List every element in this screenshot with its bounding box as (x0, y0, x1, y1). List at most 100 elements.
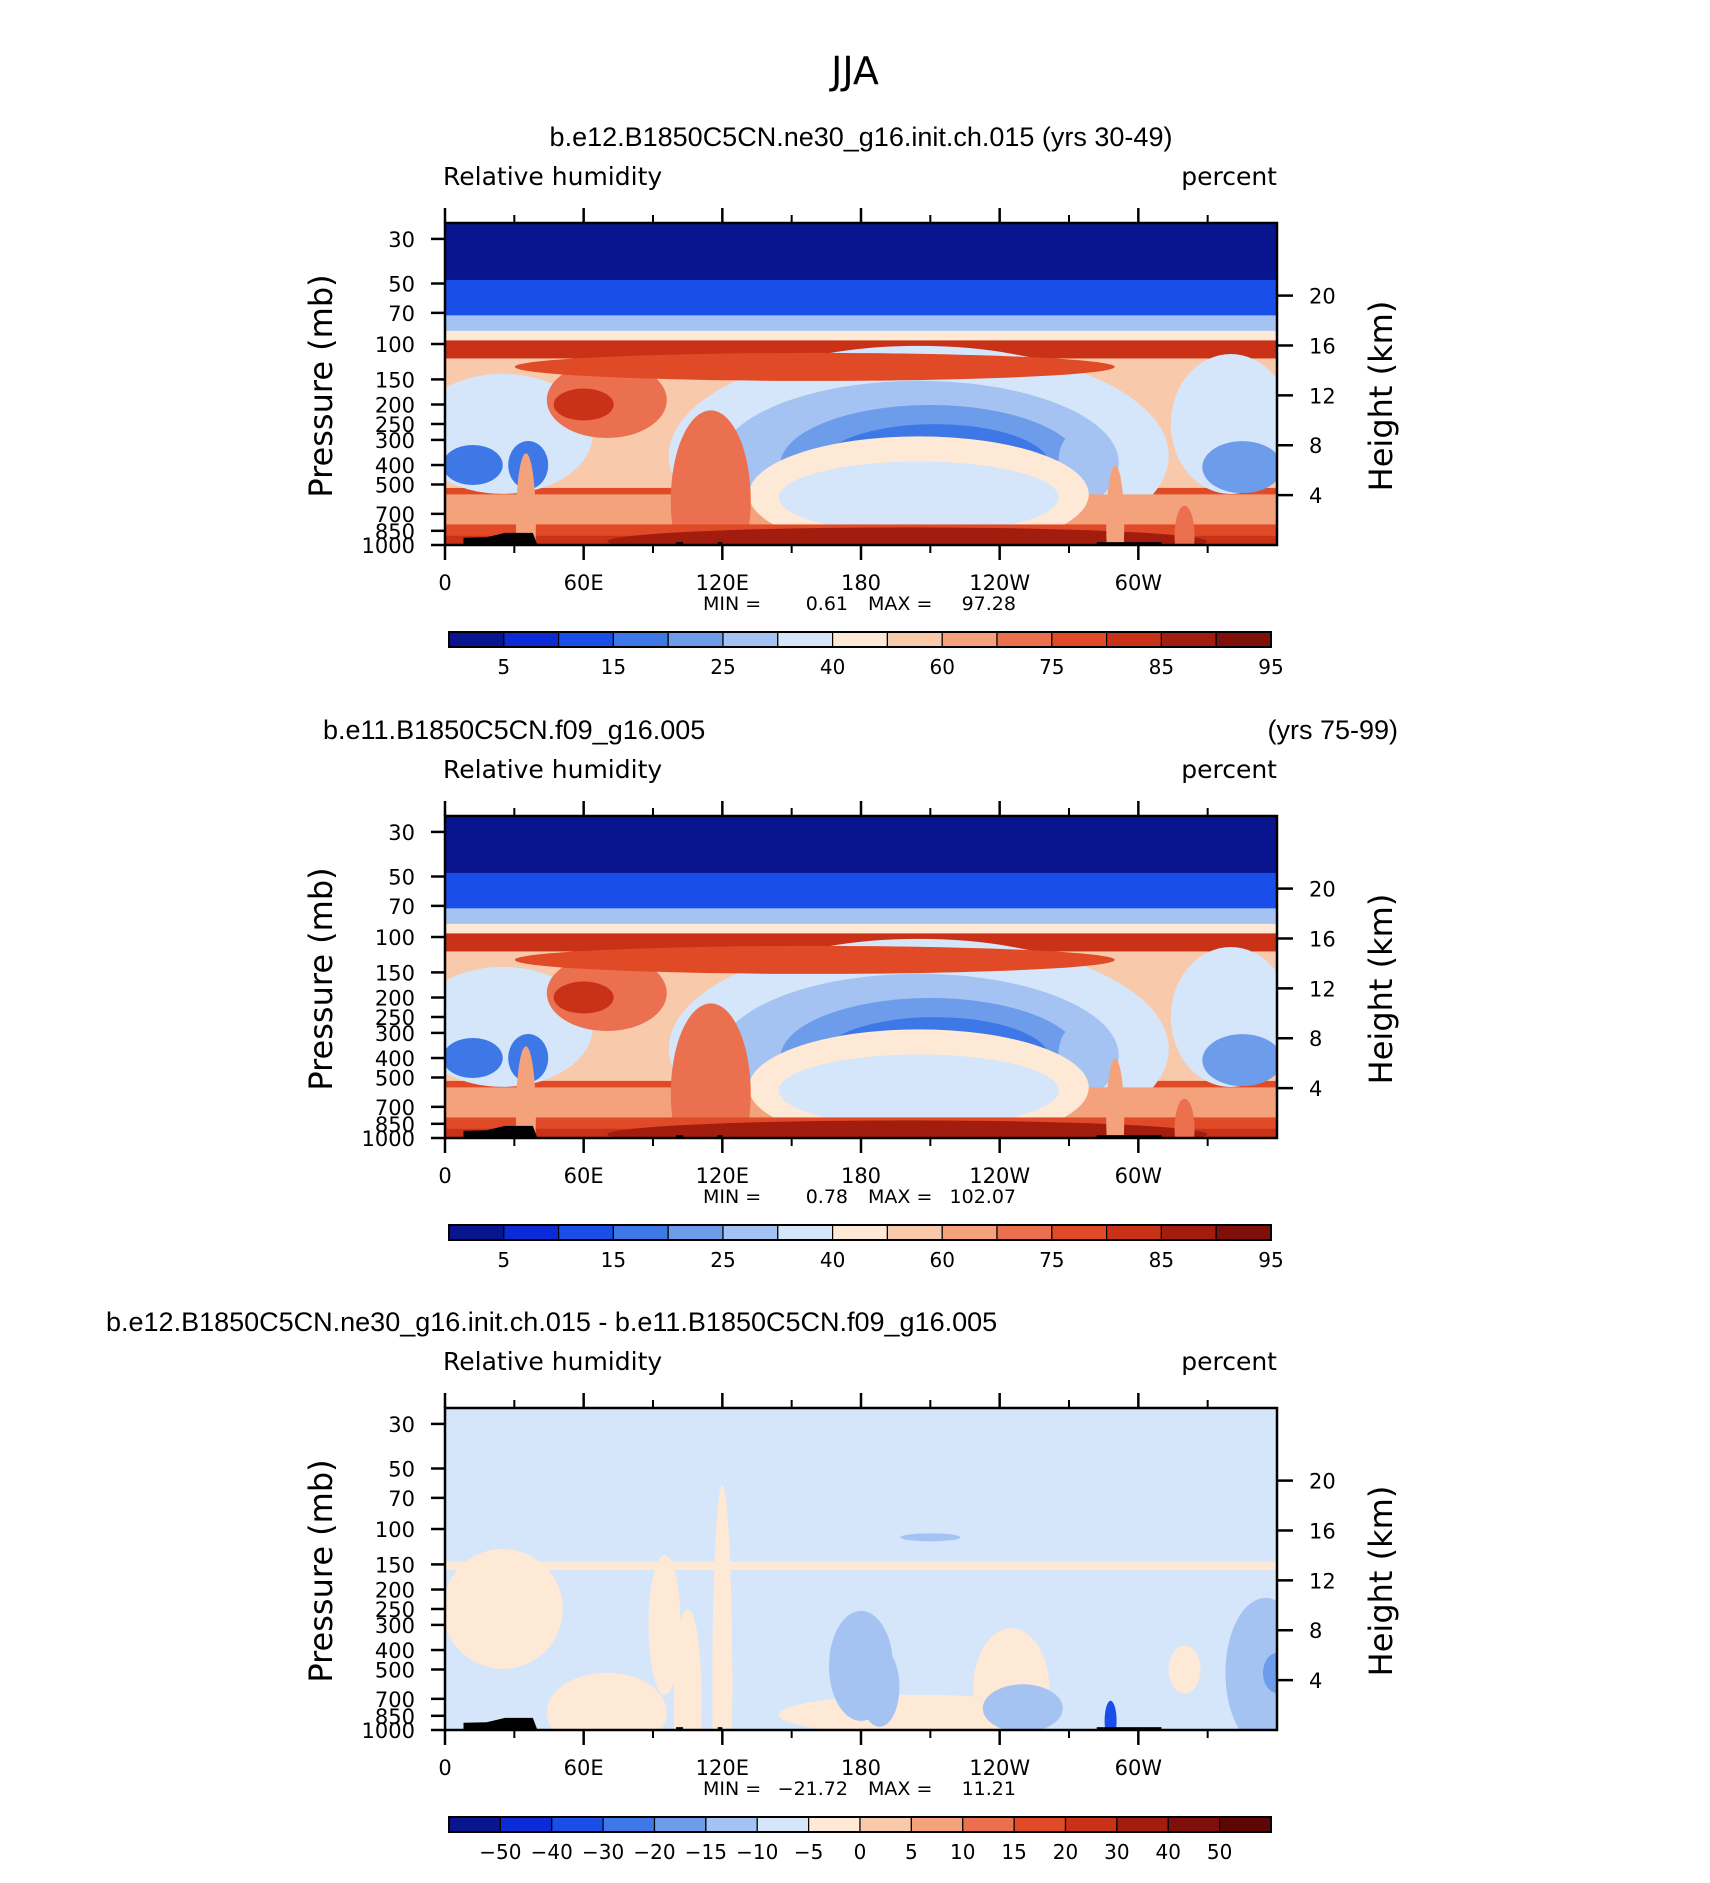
y-tick-label: 250 (375, 1006, 415, 1030)
contour-region (670, 1003, 751, 1138)
y-tick-label: 150 (375, 961, 415, 985)
y-tick-label: 1000 (362, 1719, 415, 1743)
y-tick-label: 500 (375, 1066, 415, 1090)
contour-region (515, 1046, 536, 1138)
y-tick-label: 400 (375, 454, 415, 478)
panel-title: b.e12.B1850C5CN.ne30_g16.init.ch.015 - b… (106, 1307, 997, 1337)
contour-region (778, 1054, 1059, 1127)
topography-mask (676, 1727, 684, 1730)
colorbar-label: 15 (1001, 1840, 1026, 1864)
colorbar-swatch (1051, 631, 1108, 648)
y-right-tick-label: 12 (1309, 384, 1336, 408)
colorbar-swatch (996, 1224, 1053, 1241)
y-tick-label: 250 (375, 1598, 415, 1622)
max-value: 102.07 (950, 1186, 1016, 1208)
colorbar-swatch (1013, 1816, 1067, 1833)
y-tick-label: 30 (388, 1413, 415, 1437)
x-tick-label: 60W (1115, 571, 1163, 595)
right-string: percent (1181, 1347, 1277, 1376)
colorbar-swatch (448, 1816, 501, 1833)
y-tick-label: 300 (375, 429, 415, 453)
colorbar-swatch (1215, 631, 1272, 648)
y-right-tick-label: 20 (1309, 878, 1336, 902)
colorbar-swatch (996, 631, 1053, 648)
colorbar-swatch (1105, 1224, 1162, 1241)
colorbar-swatch (499, 1816, 553, 1833)
colorbar-label: 40 (820, 1248, 845, 1272)
contour-region (673, 1608, 702, 1730)
contour-region (778, 461, 1059, 534)
strat-dry-band (445, 315, 1277, 333)
colorbar-label: 95 (1258, 1248, 1283, 1272)
colorbar-swatch (859, 1816, 912, 1833)
y-right-tick-label: 16 (1309, 1519, 1336, 1543)
colorbar-label: −30 (582, 1840, 624, 1864)
y-tick-label: 30 (388, 228, 415, 252)
y-right-tick-label: 16 (1309, 927, 1336, 951)
contour-region (514, 352, 1115, 381)
contour-region (607, 527, 1208, 545)
contour-region (553, 981, 614, 1014)
colorbar-label: −40 (531, 1840, 573, 1864)
colorbar-swatch (962, 1816, 1015, 1833)
colorbar-swatch (1167, 1816, 1221, 1833)
x-tick-label: 180 (841, 1164, 881, 1188)
colorbar-label: 25 (710, 655, 735, 679)
colorbar-swatch (941, 631, 998, 648)
topography-mask (717, 1135, 723, 1138)
colorbar-swatch (1051, 1224, 1108, 1241)
x-tick-label: 120E (696, 1756, 749, 1780)
colorbar-swatch (831, 1224, 888, 1241)
right-string: percent (1181, 755, 1277, 784)
y-tick-label: 70 (388, 1487, 415, 1511)
max-value: 97.28 (962, 593, 1016, 615)
colorbar-swatch (1105, 631, 1162, 648)
min-label: MIN = (703, 593, 761, 615)
contour-region (900, 1533, 961, 1542)
y-tick-label: 70 (388, 302, 415, 326)
y-tick-label: 500 (375, 1658, 415, 1682)
topography-mask (1103, 1727, 1162, 1730)
y-tick-label: 700 (375, 503, 415, 527)
colorbar-swatch (612, 1224, 669, 1241)
colorbar-label: 20 (1053, 1840, 1078, 1864)
y-tick-label: 100 (375, 333, 415, 357)
contour-field (445, 816, 1277, 1138)
colorbar-label: −15 (685, 1840, 727, 1864)
chart-panel-3: b.e12.B1850C5CN.ne30_g16.init.ch.015 - b… (106, 1307, 1400, 1864)
colorbar-label: 25 (710, 1248, 735, 1272)
y-tick-label: 50 (388, 866, 415, 890)
y-tick-label: 1000 (362, 534, 415, 558)
y-tick-label: 30 (388, 821, 415, 845)
y-right-tick-label: 20 (1309, 285, 1336, 309)
colorbar-swatch (1116, 1816, 1169, 1833)
colorbar-swatch (557, 631, 614, 648)
colorbar-label: 15 (601, 1248, 626, 1272)
contour-region (648, 1554, 681, 1695)
chart-panel-1: b.e12.B1850C5CN.ne30_g16.init.ch.015 (yr… (302, 122, 1400, 679)
y-right-tick-label: 12 (1309, 1569, 1336, 1593)
contour-region (514, 945, 1115, 974)
contour-region (670, 410, 751, 545)
y-tick-label: 400 (375, 1047, 415, 1071)
y-tick-label: 700 (375, 1096, 415, 1120)
colorbar-label: 5 (905, 1840, 918, 1864)
colorbar-swatch (777, 631, 834, 648)
colorbar-label: 30 (1104, 1840, 1129, 1864)
y-tick-label: 300 (375, 1022, 415, 1046)
colorbar-swatch (448, 631, 505, 648)
chart-panel-2: b.e11.B1850C5CN.f09_g16.005 (yrs 75-99) Re… (302, 715, 1400, 1272)
colorbar-label: −50 (479, 1840, 521, 1864)
y-tick-label: 100 (375, 1518, 415, 1542)
x-tick-label: 180 (841, 571, 881, 595)
x-tick-label: 180 (841, 1756, 881, 1780)
colorbar-swatch (551, 1816, 604, 1833)
colorbar-swatch (886, 1224, 943, 1241)
colorbar-frame (448, 1816, 1272, 1833)
panel-title-right: (yrs 75-99) (1267, 715, 1398, 745)
x-tick-label: 120W (969, 1164, 1030, 1188)
contour-region (1263, 1652, 1277, 1693)
contour-region (445, 445, 503, 486)
contour-region (1106, 1058, 1125, 1138)
